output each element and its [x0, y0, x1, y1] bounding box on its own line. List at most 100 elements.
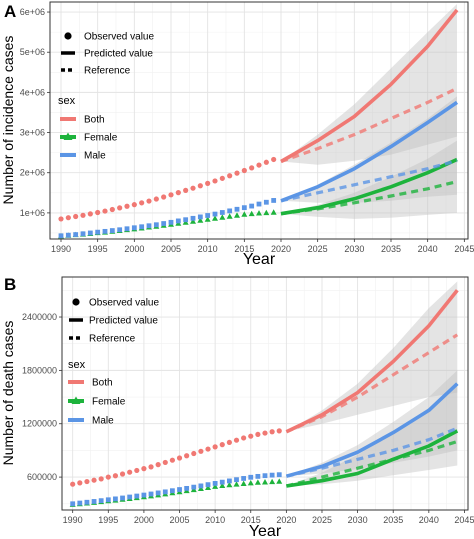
observed-point-male	[146, 223, 152, 229]
panel-a-y-ticks: 1e+06 2e+06 3e+06 4e+06 5e+06 6e+06	[20, 7, 50, 218]
observed-point-female	[190, 218, 196, 224]
observed-point-both	[109, 206, 115, 213]
observed-point-female	[270, 209, 277, 215]
observed-point-both	[112, 473, 119, 479]
observed-point-both	[269, 429, 275, 435]
observed-point-male	[191, 484, 197, 490]
observed-point-male	[276, 472, 282, 478]
confidence-band-male	[281, 96, 457, 203]
observed-point-both	[153, 196, 159, 202]
legend-both-label: Both	[84, 115, 105, 126]
y-tick-label: 1800000	[22, 365, 57, 375]
legend-predicted-label: Predicted value	[89, 316, 158, 327]
panel-a-letter: A	[4, 2, 16, 21]
observed-point-both	[117, 205, 123, 211]
observed-point-both	[241, 435, 247, 441]
observed-point-female	[240, 480, 247, 486]
confidence-band-female	[286, 383, 458, 486]
observed-point-male	[271, 198, 277, 203]
confidence-band-female	[281, 140, 457, 219]
observed-point-both	[176, 455, 183, 461]
observed-point-female	[197, 217, 204, 223]
observed-point-female	[263, 209, 270, 216]
observed-point-both	[226, 439, 232, 446]
observed-point-both	[271, 156, 277, 163]
observed-point-both	[162, 459, 168, 466]
observed-point-female	[212, 483, 219, 489]
legend-sex-title: sex	[68, 359, 86, 371]
observed-point-both	[91, 477, 97, 483]
observed-point-both	[234, 170, 240, 176]
observed-point-both	[227, 173, 233, 179]
legend-observed-key	[72, 298, 80, 306]
confidence-band-both	[281, 4, 457, 165]
reference-line-both	[280, 86, 458, 164]
confidence-band-both	[286, 281, 458, 432]
x-tick-label: 2020	[271, 244, 291, 254]
y-tick-label: 6e+06	[20, 7, 45, 17]
observed-point-female	[248, 210, 255, 217]
observed-point-male	[98, 498, 104, 504]
observed-point-male	[134, 493, 140, 499]
observed-point-both	[219, 175, 225, 181]
observed-point-both	[212, 444, 218, 450]
observed-point-both	[248, 433, 254, 439]
y-tick-label: 2e+06	[20, 168, 45, 178]
observed-point-male	[212, 481, 218, 486]
x-tick-label: 2030	[344, 244, 364, 254]
legend-female-label: Female	[92, 397, 126, 408]
observed-point-female	[256, 210, 262, 216]
observed-point-male	[141, 492, 147, 498]
x-tick-label: 2010	[198, 244, 218, 254]
panel-a-legend: Observed value Predicted value Reference…	[58, 32, 154, 162]
x-tick-label: 1995	[88, 244, 108, 254]
x-tick-label: 2045	[454, 515, 474, 525]
x-tick-label: 2030	[348, 515, 368, 525]
observed-point-both	[70, 481, 76, 487]
x-tick-label: 2015	[241, 515, 261, 525]
x-tick-label: 2015	[234, 244, 254, 254]
observed-point-both	[262, 430, 268, 436]
panel-b-x-axis-title: Year	[249, 523, 282, 539]
observed-point-male	[127, 494, 133, 500]
x-tick-label: 2045	[454, 244, 474, 254]
panel-a-bands	[281, 4, 457, 219]
observed-point-male	[241, 476, 247, 481]
observed-point-female	[219, 214, 226, 220]
observed-point-male	[105, 497, 111, 503]
panel-a-x-axis-title: Year	[243, 251, 276, 268]
observed-point-male	[234, 206, 240, 212]
y-tick-label: 1200000	[22, 419, 57, 429]
observed-point-both	[175, 190, 181, 196]
legend-male-label: Male	[84, 151, 106, 162]
observed-point-male	[153, 222, 159, 228]
observed-point-male	[205, 482, 211, 488]
observed-point-both	[131, 202, 137, 208]
x-tick-label: 2005	[170, 515, 190, 525]
observed-point-both	[139, 200, 145, 206]
observed-point-both	[119, 471, 126, 477]
legend-reference-label: Reference	[89, 334, 136, 345]
legend-both-label: Both	[92, 378, 113, 389]
observed-point-both	[256, 162, 262, 168]
y-tick-label: 5e+06	[20, 47, 45, 57]
observed-point-both	[146, 198, 152, 204]
observed-point-female	[197, 485, 204, 492]
observed-point-male	[87, 230, 93, 236]
observed-point-male	[197, 214, 203, 220]
observed-point-female	[254, 479, 261, 485]
panel-b-y-ticks: 600000 1200000 1800000 2400000	[22, 312, 62, 482]
observed-point-both	[212, 178, 218, 184]
observed-point-both	[183, 187, 189, 193]
observed-point-male	[95, 229, 101, 235]
observed-point-female	[241, 211, 248, 217]
observed-point-male	[148, 491, 154, 497]
observed-point-male	[168, 219, 174, 225]
observed-point-both	[95, 209, 101, 216]
x-tick-label: 2040	[418, 244, 438, 254]
observed-point-female	[226, 481, 233, 488]
observed-point-male	[219, 479, 225, 485]
legend-female-triangle	[63, 132, 73, 140]
observed-point-both	[87, 211, 93, 217]
